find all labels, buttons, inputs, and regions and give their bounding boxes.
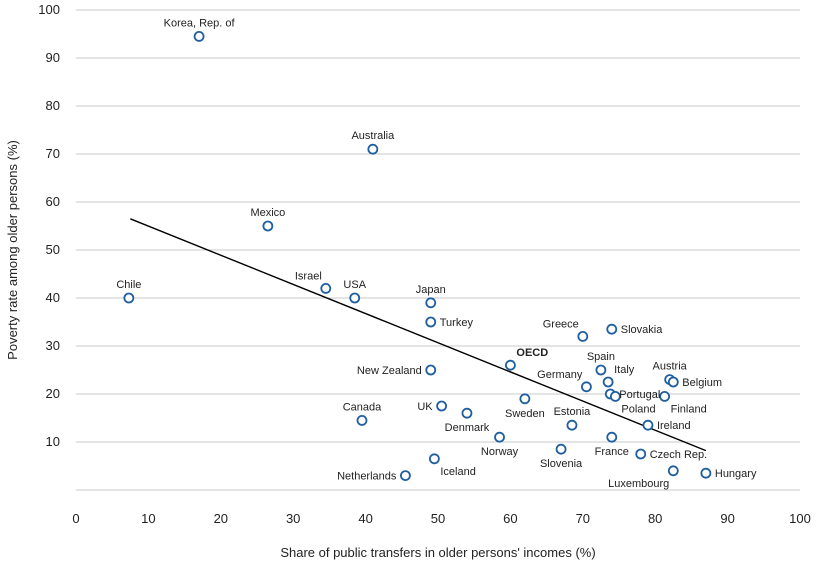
point-label: Poland <box>621 403 655 415</box>
y-tick-label: 50 <box>46 242 60 257</box>
data-point <box>519 393 531 405</box>
point-label: Norway <box>481 446 519 458</box>
data-point <box>667 465 679 477</box>
x-tick-label: 0 <box>72 511 79 526</box>
tick-labels: 10 20 30 40 50 60 70 80 90 100 0 10 20 30 40 50 60 70 80 90… <box>38 2 811 526</box>
point-label: Netherlands <box>337 471 397 483</box>
trendline <box>130 218 707 452</box>
point-label: Estonia <box>554 406 592 418</box>
point-label: OECD <box>516 347 548 359</box>
y-tick-label: 40 <box>46 290 60 305</box>
point-label: Luxembourg <box>608 478 669 490</box>
data-point <box>609 390 621 402</box>
data-point <box>425 297 437 309</box>
point-label: USA <box>343 279 366 291</box>
data-point <box>602 376 614 388</box>
point-label: New Zealand <box>357 365 422 377</box>
data-point <box>635 448 647 460</box>
data-point <box>700 467 712 479</box>
data-point <box>494 431 505 443</box>
data-point <box>461 407 473 419</box>
data-point <box>581 381 592 393</box>
data-point <box>606 323 618 335</box>
x-tick-label: 80 <box>648 511 662 526</box>
x-tick-label: 30 <box>286 511 300 526</box>
data-point <box>123 292 135 304</box>
point-label: Japan <box>416 284 446 296</box>
data-point <box>425 316 437 328</box>
data-point <box>349 292 361 304</box>
point-label: Austria <box>653 361 688 373</box>
point-label: Belgium <box>682 377 722 389</box>
data-point <box>577 330 589 342</box>
gridlines <box>76 9 800 491</box>
point-label: Australia <box>351 130 395 142</box>
data-point <box>504 359 516 371</box>
y-axis-label: Poverty rate among older persons (%) <box>5 140 20 360</box>
point-label: Slovakia <box>621 324 663 336</box>
point-labels: Korea, Rep. of Australia Mexico Chile Israel… <box>116 17 757 489</box>
x-tick-label: 100 <box>789 511 811 526</box>
data-point <box>659 390 671 402</box>
point-label: Germany <box>537 369 583 381</box>
y-tick-label: 70 <box>46 146 60 161</box>
point-label: Finland <box>671 403 707 415</box>
data-point <box>425 364 437 376</box>
point-label: Portugal <box>619 389 660 401</box>
x-tick-label: 20 <box>214 511 228 526</box>
point-label: Spain <box>587 351 615 363</box>
point-label: Canada <box>343 401 382 413</box>
point-label: Denmark <box>445 422 490 434</box>
point-label: Sweden <box>505 408 545 420</box>
point-label: Israel <box>295 270 322 282</box>
data-point <box>262 220 274 232</box>
data-point <box>667 376 679 388</box>
data-point <box>566 419 578 431</box>
data-point <box>320 282 332 294</box>
data-point <box>436 400 448 412</box>
data-point <box>428 453 440 465</box>
data-points <box>123 31 712 482</box>
trend-line <box>130 218 707 452</box>
point-label: UK <box>417 401 433 413</box>
y-tick-label: 30 <box>46 338 60 353</box>
data-point <box>356 414 368 426</box>
data-point <box>595 364 607 376</box>
point-label: Greece <box>543 318 579 330</box>
point-label: Czech Rep. <box>650 449 707 461</box>
point-label: Mexico <box>250 207 285 219</box>
y-tick-label: 10 <box>46 434 60 449</box>
y-tick-label: 80 <box>46 98 60 113</box>
point-label: Slovenia <box>540 458 583 470</box>
point-label: France <box>595 446 629 458</box>
data-point <box>367 143 379 155</box>
data-point <box>555 443 567 455</box>
point-label: Italy <box>614 364 635 376</box>
x-tick-label: 10 <box>141 511 155 526</box>
point-label: Turkey <box>440 317 474 329</box>
x-tick-label: 60 <box>503 511 517 526</box>
point-label: Korea, Rep. of <box>164 17 236 29</box>
x-tick-label: 50 <box>431 511 445 526</box>
x-tick-label: 40 <box>358 511 372 526</box>
x-tick-label: 70 <box>576 511 590 526</box>
y-tick-label: 20 <box>46 386 60 401</box>
point-label: Ireland <box>657 420 691 432</box>
y-tick-label: 60 <box>46 194 60 209</box>
x-tick-label: 90 <box>720 511 734 526</box>
x-axis-label: Share of public transfers in older perso… <box>280 545 595 560</box>
data-point <box>400 470 411 482</box>
data-point <box>642 419 654 431</box>
data-point <box>606 431 618 443</box>
point-label: Hungary <box>715 468 757 480</box>
y-tick-label: 100 <box>38 2 60 17</box>
y-tick-label: 90 <box>46 50 60 65</box>
point-label: Chile <box>116 279 141 291</box>
data-point <box>193 31 205 42</box>
point-label: Iceland <box>440 466 475 478</box>
